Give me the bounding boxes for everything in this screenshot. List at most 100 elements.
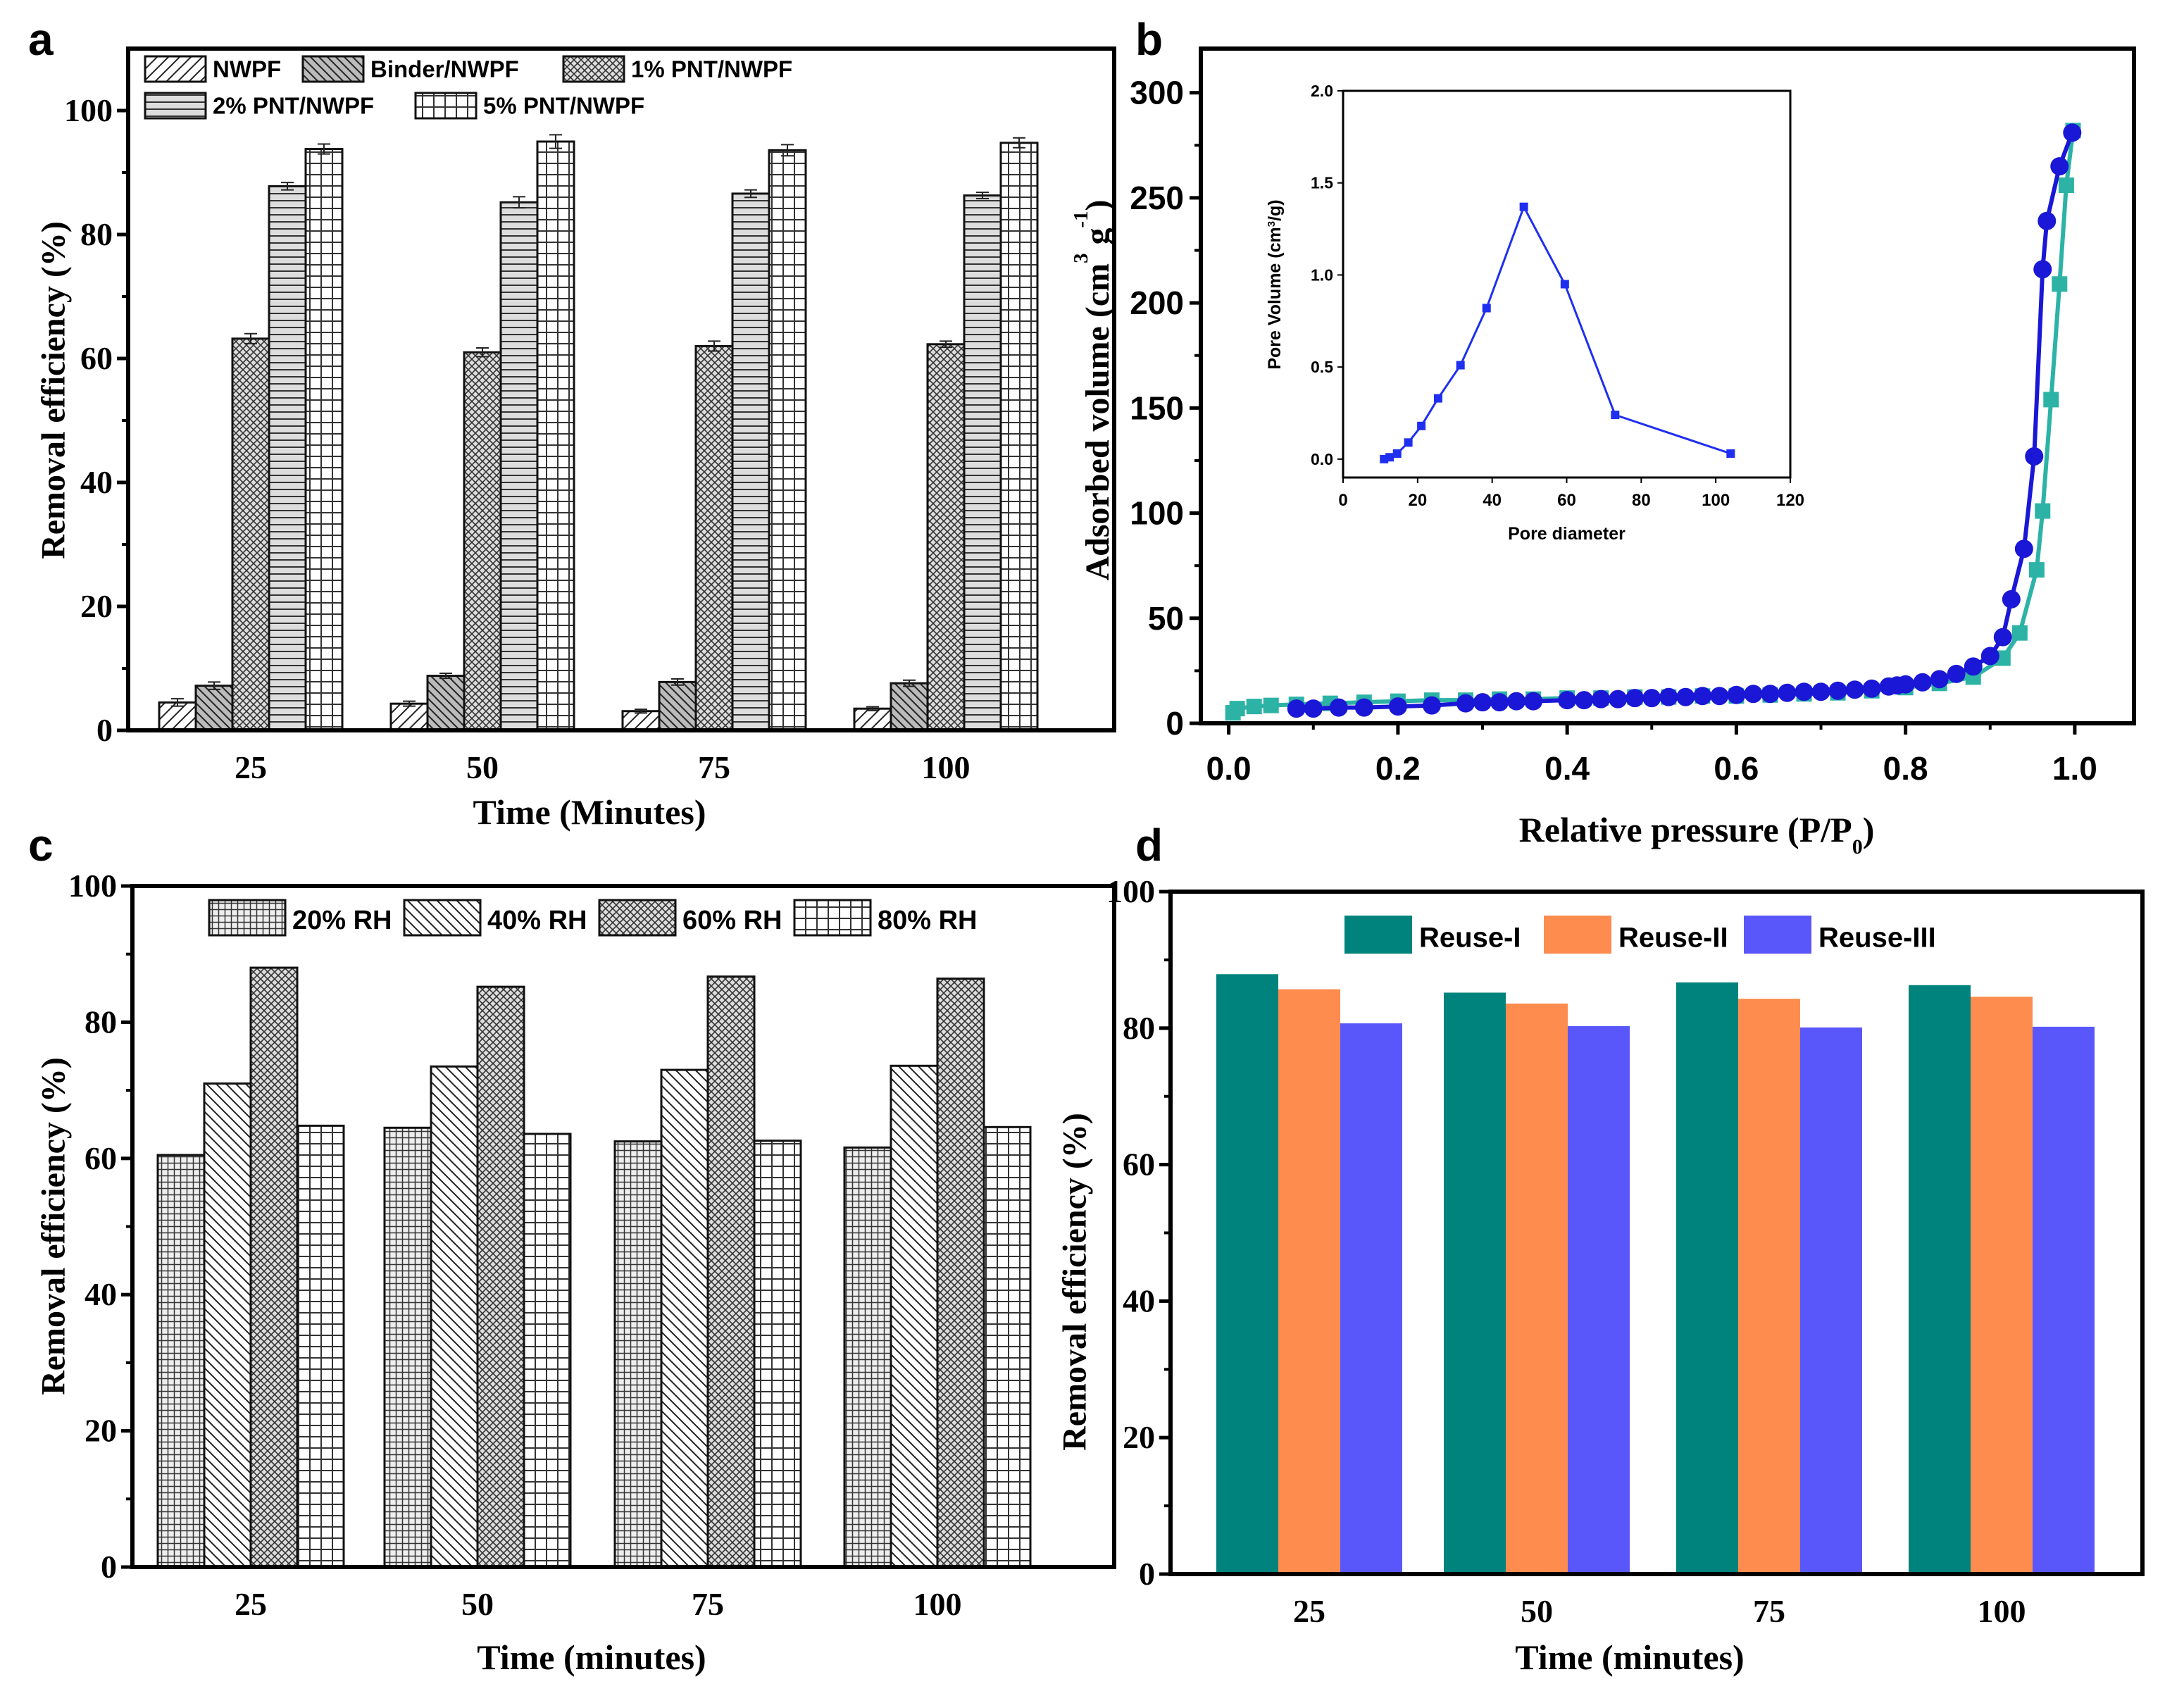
bar-binder-nwpf-75 — [658, 680, 697, 732]
bar-binder-nwpf-50 — [426, 675, 466, 732]
legend-swatch — [414, 92, 478, 120]
bar-60-rh-75 — [706, 975, 756, 1568]
adsorption-point — [2038, 211, 2057, 230]
x-tick-label: 100 — [922, 749, 971, 785]
y-tick-label: 0 — [1166, 705, 1184, 742]
legend-swatch — [1544, 916, 1611, 954]
x-tick-label: 50 — [461, 1586, 494, 1622]
inset-x-tick-label: 120 — [1776, 491, 1804, 510]
legend-item: NWPF — [144, 55, 281, 83]
bar-80-rh-75 — [753, 1140, 802, 1568]
inset-y-tick-label: 2.0 — [1311, 82, 1333, 100]
inset-point — [1417, 421, 1426, 430]
x-tick-label: 50 — [1521, 1593, 1553, 1629]
y-tick-label: 50 — [1148, 600, 1184, 637]
desorption-point — [1263, 697, 1279, 713]
adsorption-point — [1930, 670, 1949, 689]
error-bar — [318, 143, 330, 155]
legend-swatch — [301, 55, 365, 83]
bar-2-pnt-nwpf-100 — [963, 194, 1002, 732]
y-tick-label: 60 — [80, 340, 113, 376]
plot-frame — [1199, 46, 2136, 725]
adsorption-point — [1287, 699, 1306, 718]
y-tick-label: 80 — [85, 1004, 117, 1040]
legend-swatch — [1344, 916, 1412, 954]
error-bar — [866, 706, 879, 711]
bar-60-rh-50 — [476, 985, 525, 1568]
y-axis-title: Removal efficiency (%) — [35, 1057, 73, 1395]
error-bar — [171, 698, 184, 707]
legend-item: 60% RH — [598, 899, 782, 937]
legend-swatch — [1744, 916, 1811, 954]
y-tick-label: 0 — [96, 712, 113, 748]
error-bar — [439, 673, 452, 680]
legend-swatch — [598, 899, 677, 937]
series-adsorption — [1287, 123, 2082, 718]
bar-20-rh-100 — [843, 1146, 892, 1568]
adsorption-point — [1473, 693, 1492, 712]
adsorption-point — [1947, 664, 1966, 683]
bar-reuse-i-100 — [1909, 985, 1971, 1574]
adsorption-point — [1964, 657, 1983, 676]
legend-item: 2% PNT/NWPF — [144, 92, 374, 120]
legend-item: 5% PNT/NWPF — [414, 92, 644, 120]
bar-binder-nwpf-100 — [890, 682, 929, 732]
inset-y-axis-title: Pore Volume (cm3/g) — [1265, 199, 1285, 369]
bar-reuse-ii-25 — [1278, 989, 1340, 1574]
inset-y-tick-label: 0.5 — [1311, 358, 1333, 376]
bar-80-rh-25 — [296, 1124, 345, 1568]
x-axis-title: Relative pressure (P/P0) — [1519, 810, 1875, 859]
y-tick-label: 60 — [1123, 1147, 1155, 1183]
adsorption-point — [1456, 694, 1475, 713]
adsorption-point — [1329, 698, 1348, 717]
bar-reuse-i-50 — [1444, 992, 1506, 1574]
bar-80-rh-50 — [523, 1132, 572, 1568]
desorption-point — [2043, 392, 2059, 408]
adsorption-point — [1761, 685, 1780, 704]
x-tick-label: 25 — [235, 749, 267, 785]
x-tick-label: 50 — [466, 749, 499, 785]
legend-label: Binder/NWPF — [370, 56, 519, 82]
bar-reuse-ii-75 — [1738, 999, 1800, 1574]
error-bar — [1013, 137, 1025, 149]
legend-item: Binder/NWPF — [301, 55, 519, 83]
adsorption-point — [1862, 679, 1881, 698]
legend-item: Reuse-I — [1344, 916, 1521, 954]
legend-label: Reuse-I — [1419, 922, 1521, 953]
label-part: ) — [1079, 199, 1116, 211]
adsorption-point — [1304, 699, 1323, 718]
legend-label: 1% PNT/NWPF — [631, 56, 792, 82]
error-bar — [671, 678, 684, 686]
y-tick-label: 80 — [80, 216, 113, 252]
bar-20-rh-25 — [156, 1154, 206, 1568]
y-axis-title: Removal efficiency (%) — [35, 221, 73, 559]
legend-swatch — [562, 55, 625, 83]
bar-40-rh-25 — [203, 1082, 252, 1568]
adsorption-point — [1727, 685, 1746, 704]
bar-reuse-iii-75 — [1800, 1027, 1862, 1574]
label-part: g — [1079, 227, 1116, 253]
label-part: Relative pressure (P/P — [1519, 810, 1852, 849]
y-tick-label: 20 — [85, 1413, 117, 1449]
error-bar — [244, 332, 257, 344]
inset-x-tick-label: 0 — [1338, 491, 1347, 510]
panel-label-b: b — [1135, 14, 1163, 65]
adsorption-point — [1710, 687, 1729, 706]
adsorption-point — [1676, 687, 1695, 706]
y-tick-label: 60 — [85, 1140, 117, 1176]
panel-label-d: d — [1135, 820, 1163, 871]
inset-x-tick-label: 40 — [1483, 491, 1502, 510]
adsorption-point — [1422, 696, 1441, 715]
adsorption-point — [1490, 693, 1509, 712]
bar-20-rh-75 — [613, 1140, 663, 1568]
inset-point — [1611, 411, 1620, 420]
error-bar — [976, 192, 989, 199]
adsorption-point — [2033, 260, 2052, 279]
adsorption-point — [1845, 680, 1864, 699]
bar-40-rh-75 — [660, 1068, 709, 1568]
bar-1-pnt-nwpf-50 — [463, 351, 502, 732]
desorption-point — [1229, 701, 1245, 717]
label-part: 0 — [1852, 835, 1863, 859]
legend-swatch — [403, 899, 482, 937]
y-axis-title: Removal efficiency (%) — [1056, 1113, 1094, 1451]
